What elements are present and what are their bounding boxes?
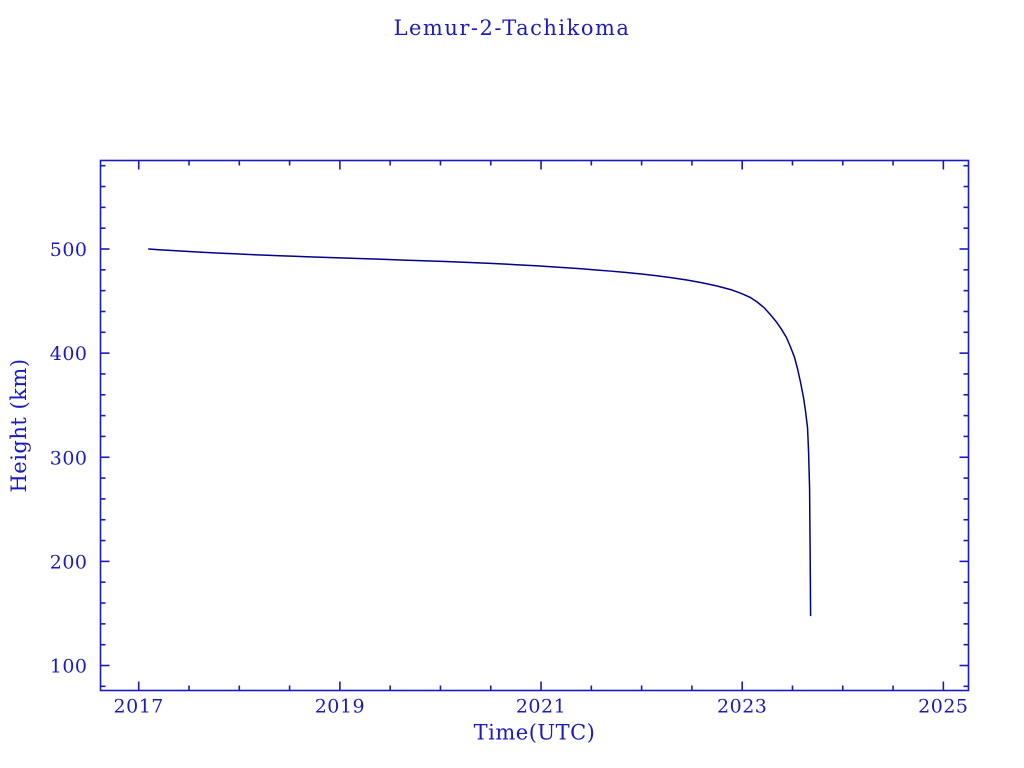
x-axis-tick-label: 2021 bbox=[516, 696, 566, 718]
x-axis-tick-label: 2023 bbox=[717, 696, 767, 718]
y-axis-tick-label: 400 bbox=[50, 343, 88, 365]
x-axis-title: Time(UTC) bbox=[474, 721, 596, 745]
y-axis-tick-label: 500 bbox=[50, 239, 88, 261]
y-axis-tick-label: 300 bbox=[50, 447, 88, 469]
plot-frame bbox=[99, 159, 970, 692]
x-axis-tick-label: 2019 bbox=[315, 696, 365, 718]
chart-title: Lemur-2-Tachikoma bbox=[393, 16, 631, 40]
x-axis-tick-label: 2017 bbox=[114, 696, 164, 718]
y-axis-tick-label: 200 bbox=[50, 551, 88, 573]
data-series-line bbox=[148, 248, 812, 617]
y-axis-tick-label: 100 bbox=[50, 656, 88, 678]
x-axis-tick-label: 2025 bbox=[918, 696, 968, 718]
y-axis-title: Height (km) bbox=[7, 358, 31, 492]
